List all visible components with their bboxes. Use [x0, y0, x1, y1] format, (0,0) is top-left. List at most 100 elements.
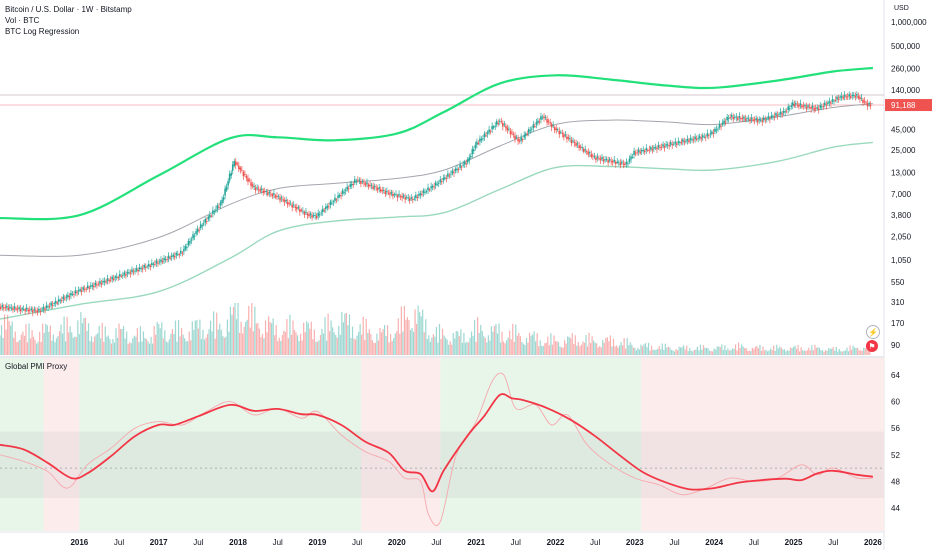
candle-body: [357, 179, 359, 181]
volume-bar: [715, 349, 717, 355]
volume-bar: [234, 303, 236, 355]
candle-body: [421, 194, 423, 196]
candle-body: [650, 147, 652, 150]
candle-body: [613, 159, 616, 162]
regression-legend[interactable]: BTC Log Regression: [5, 27, 80, 36]
candle-body: [770, 115, 773, 118]
candle-body: [276, 196, 278, 197]
volume-bar: [780, 347, 782, 355]
volume-bar: [736, 350, 738, 355]
volume-bar: [142, 331, 145, 355]
candle-body: [302, 210, 304, 212]
volume-legend[interactable]: Vol · BTC: [5, 16, 40, 25]
candle-body: [450, 173, 452, 175]
volume-bar: [264, 320, 267, 355]
candle-body: [178, 254, 181, 255]
volume-bar: [380, 332, 383, 355]
candle-body: [520, 137, 522, 141]
volume-bar: [303, 322, 305, 355]
candle-body: [114, 276, 117, 279]
candle-body: [54, 301, 57, 304]
candle-body: [79, 289, 81, 291]
candle-body: [173, 255, 176, 258]
candle-body: [717, 128, 719, 130]
volume-bar: [852, 345, 854, 355]
volume-bar: [77, 320, 79, 355]
volume-bar: [489, 340, 491, 355]
candle-body: [340, 195, 342, 197]
candle-body: [151, 262, 153, 265]
candle-body: [144, 267, 147, 269]
time-axis-label: 2019: [309, 538, 327, 547]
price-tick-label: 170: [891, 319, 905, 328]
volume-bar: [130, 343, 132, 355]
volume-bar: [176, 341, 178, 355]
flag-icon[interactable]: ⚑: [866, 340, 878, 352]
currency-label[interactable]: USD: [894, 5, 909, 12]
volume-bar: [139, 326, 141, 355]
volume-bar: [376, 333, 378, 355]
candle-body: [482, 138, 484, 140]
volume-bar: [739, 348, 741, 355]
candle-body: [399, 195, 402, 197]
volume-bar: [237, 303, 239, 355]
volume-bar: [393, 338, 395, 355]
volume-bar: [87, 323, 90, 355]
candle-body: [332, 201, 335, 203]
candle-body: [816, 107, 818, 109]
volume-bar: [512, 323, 514, 355]
volume-bar: [255, 323, 257, 355]
volume-bar: [533, 331, 535, 355]
volume-bar: [528, 332, 531, 355]
candle-body: [247, 178, 249, 182]
volume-bar: [667, 346, 670, 355]
candle-body: [354, 179, 356, 183]
volume-bar: [127, 343, 129, 355]
candle-body: [53, 303, 55, 304]
volume-bar: [823, 351, 825, 355]
volume-bar: [626, 338, 628, 355]
candle-body: [605, 159, 608, 160]
volume-bar: [438, 323, 441, 355]
volume-bar: [354, 339, 357, 355]
candle-body: [404, 197, 406, 200]
volume-bar: [431, 337, 433, 355]
volume-bar: [92, 341, 94, 355]
volume-bar: [570, 338, 572, 355]
candle-body: [674, 141, 677, 144]
volume-bar: [383, 324, 386, 355]
candle-body: [640, 150, 643, 152]
symbol-title[interactable]: Bitcoin / U.S. Dollar · 1W · Bitstamp: [5, 5, 132, 14]
volume-bar: [622, 345, 624, 355]
candle-body: [814, 108, 817, 110]
candle-body: [384, 191, 387, 194]
pmi-pane-title[interactable]: Global PMI Proxy: [5, 362, 68, 371]
volume-bar: [844, 350, 847, 355]
candle-body: [434, 182, 437, 186]
candle-body: [299, 209, 301, 212]
candle-body: [836, 96, 838, 100]
candle-body: [209, 215, 211, 218]
lightning-icon[interactable]: ⚡: [866, 325, 880, 339]
candle-body: [331, 203, 333, 205]
candle-body: [543, 116, 545, 119]
candle-body: [39, 310, 42, 312]
candle-body: [64, 298, 66, 300]
candle-body: [508, 128, 510, 130]
volume-bar: [757, 348, 760, 355]
volume-bar: [539, 340, 541, 355]
volume-bar: [821, 350, 824, 355]
volume-bar: [719, 347, 721, 355]
volume-bar: [13, 337, 15, 355]
candle-body: [12, 308, 14, 311]
candle-body: [253, 186, 255, 187]
candle-body: [56, 302, 59, 304]
volume-bar: [800, 347, 802, 355]
candle-body: [840, 95, 843, 98]
candle-body: [146, 266, 149, 267]
volume-bar: [119, 329, 122, 355]
volume-bar: [339, 334, 341, 355]
candle-body: [680, 142, 683, 144]
candle-body: [604, 159, 606, 161]
candle-body: [666, 144, 669, 146]
